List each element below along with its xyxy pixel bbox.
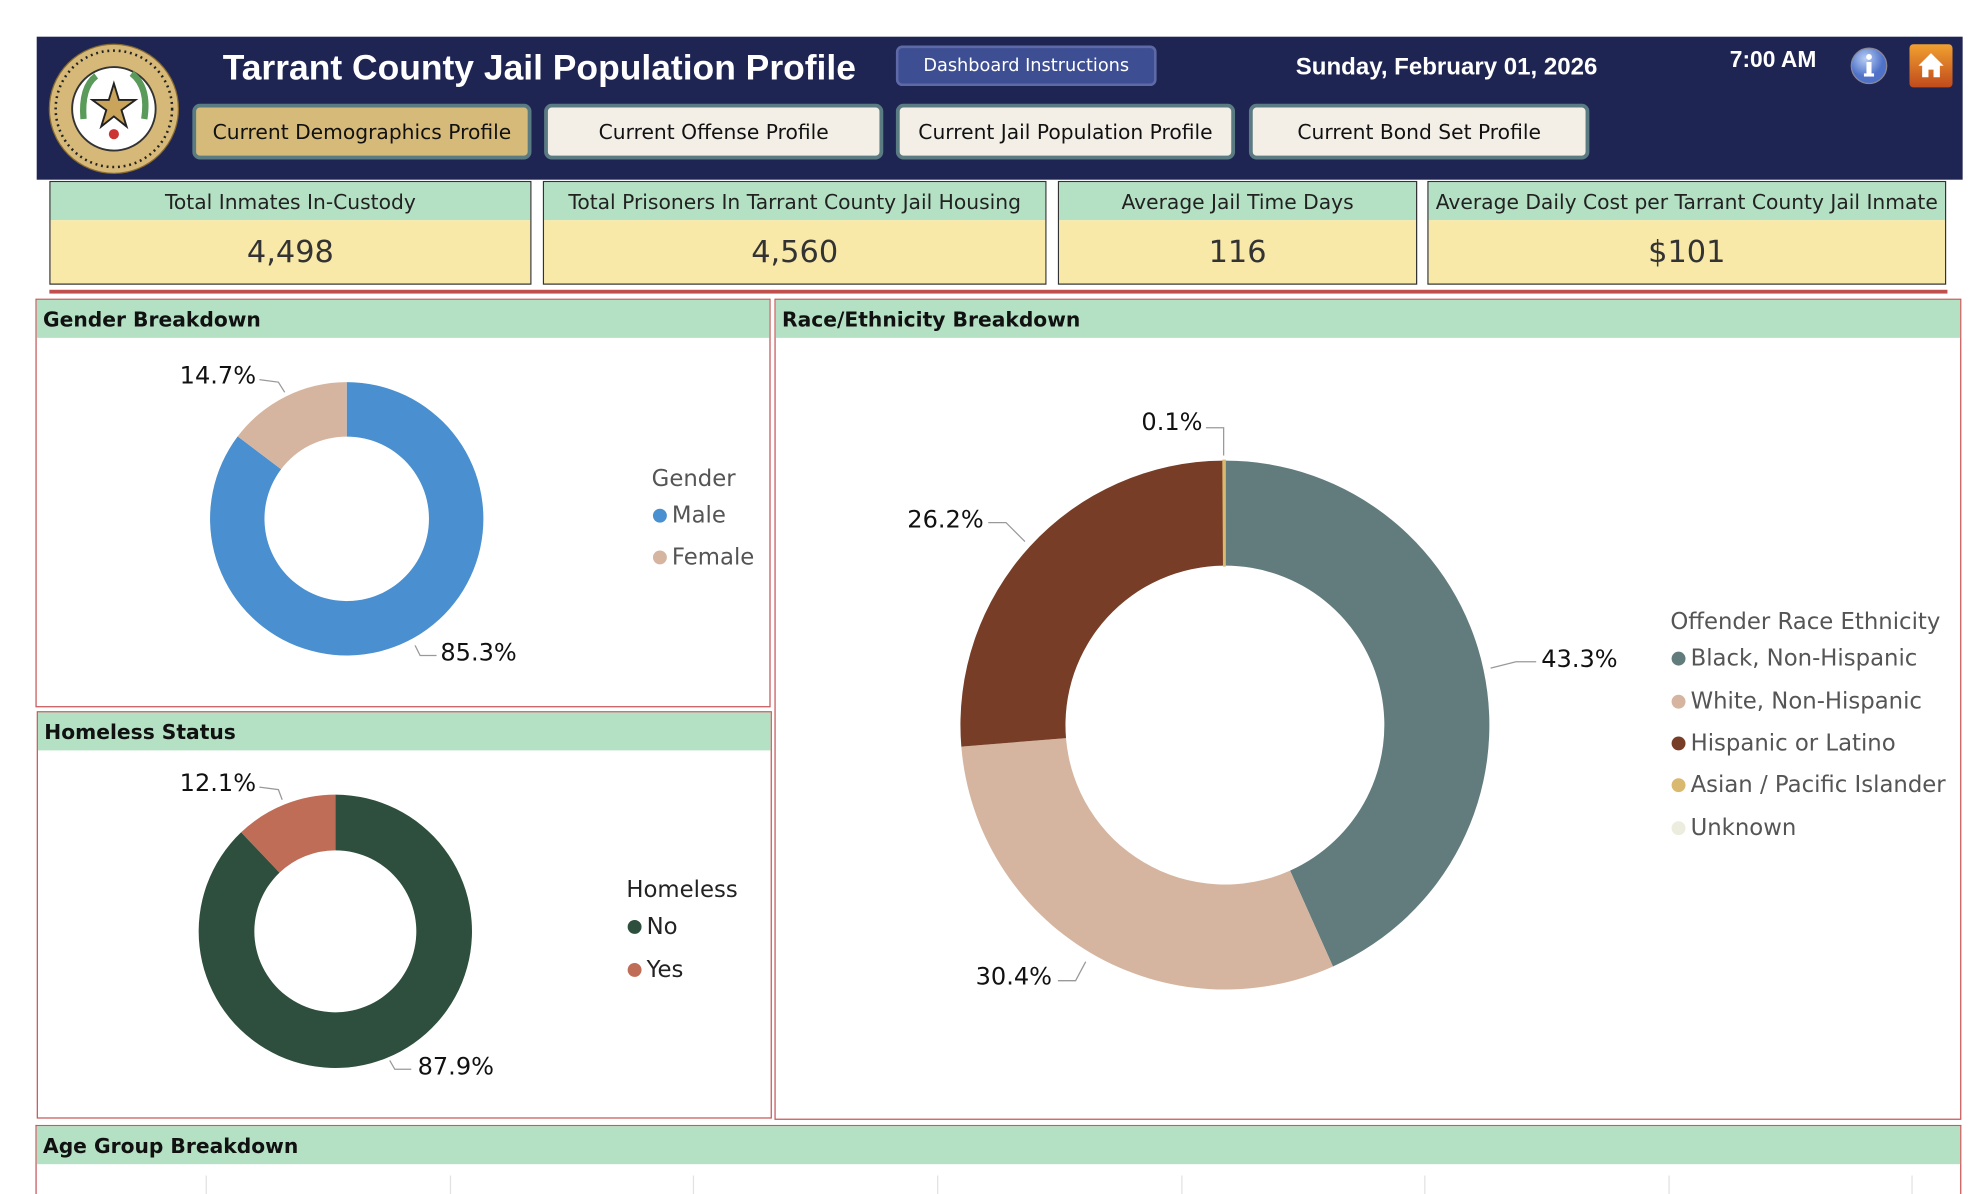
legend-dot [1671,694,1686,709]
tab-current-jail-population-profile[interactable]: Current Jail Population Profile [895,103,1236,160]
dashboard-instructions-button[interactable]: Dashboard Instructions [895,45,1157,87]
gender-slice-male[interactable] [210,382,484,656]
legend-item-white[interactable]: White, Non-Hispanic [1671,688,1922,715]
legend-dot [627,919,642,934]
legend-label: Female [671,544,755,571]
homeless-slice-yes[interactable] [241,794,336,873]
data-label-female: 14.7% [179,361,257,390]
panel-title: Homeless Status [37,712,771,751]
leader-line [1205,427,1225,456]
legend-dot [1671,821,1686,836]
homeless-slice-no[interactable] [198,794,472,1068]
race-slice-hispanic-or-latino[interactable] [960,460,1224,747]
divider [49,289,1948,294]
legend-title: Offender Race Ethnicity [1670,608,1941,636]
county-seal-logo [48,43,180,174]
legend-item-black[interactable]: Black, Non-Hispanic [1671,645,1918,672]
legend-item-female[interactable]: Female [652,544,755,571]
leader-line [259,378,286,393]
current-date: Sunday, February 01, 2026 [1295,54,1598,81]
kpi-label: Average Jail Time Days [1059,182,1416,221]
kpi-value: 4,498 [50,220,531,284]
legend-title: Homeless [626,876,738,904]
legend-item-hispanic[interactable]: Hispanic or Latino [1671,730,1896,757]
data-label-black: 43.3% [1541,645,1618,674]
current-time: 7:00 AM [1729,46,1817,73]
kpi-average-daily-cost: Average Daily Cost per Tarrant County Ja… [1427,180,1947,285]
legend-item-asian[interactable]: Asian / Pacific Islander [1671,771,1946,799]
legend-label: No [646,913,678,941]
leader-line [259,786,283,800]
legend-item-no[interactable]: No [627,913,678,941]
kpi-value: 4,560 [544,220,1046,284]
legend-label: Hispanic or Latino [1690,730,1896,757]
legend-label: Unknown [1690,814,1797,842]
gender-slice-female[interactable] [237,382,347,470]
legend-item-yes[interactable]: Yes [627,956,684,984]
leader-line [1057,961,1087,982]
legend-label: Male [671,502,726,529]
panel-title: Race/Ethnicity Breakdown [775,299,1961,338]
legend-label: Yes [646,956,684,984]
legend-dot [627,962,642,977]
info-icon[interactable] [1849,46,1889,86]
race-slice-asian-pacific-islander[interactable] [1222,459,1226,567]
data-label-hispanic: 26.2% [907,506,984,534]
panel-title: Age Group Breakdown [36,1126,1961,1165]
leader-line [389,1060,412,1070]
leader-line [988,521,1026,543]
kpi-label: Total Prisoners In Tarrant County Jail H… [544,182,1046,221]
kpi-total-inmates: Total Inmates In-Custody 4,498 [49,180,532,285]
legend-dot [652,550,667,565]
legend-dot [652,508,667,523]
panel-title: Gender Breakdown [36,299,770,338]
data-label-no: 87.9% [417,1052,494,1081]
race-slice-black-non-hispanic[interactable] [1224,460,1490,967]
age-group-panel: Age Group Breakdown [35,1124,1962,1194]
kpi-value: $101 [1428,220,1945,284]
legend-dot [1671,736,1686,751]
kpi-average-jail-time: Average Jail Time Days 116 [1057,180,1418,285]
legend-title: Gender [651,465,736,493]
tab-current-offense-profile[interactable]: Current Offense Profile [544,103,884,160]
home-icon[interactable] [1908,43,1954,89]
data-label-asian: 0.1% [1141,408,1203,437]
data-label-white: 30.4% [975,962,1053,991]
data-label-yes: 12.1% [179,769,257,798]
legend-dot [1671,778,1686,793]
leader-line [414,645,437,657]
leader-line [1490,661,1537,669]
kpi-label: Total Inmates In-Custody [50,182,531,221]
legend-label: White, Non-Hispanic [1690,688,1922,715]
legend-label: Asian / Pacific Islander [1690,771,1946,799]
page-title: Tarrant County Jail Population Profile [222,48,856,88]
tab-current-demographics-profile[interactable]: Current Demographics Profile [192,103,532,160]
legend-label: Black, Non-Hispanic [1690,645,1918,672]
kpi-total-prisoners-housing: Total Prisoners In Tarrant County Jail H… [542,180,1047,285]
kpi-label: Average Daily Cost per Tarrant County Ja… [1428,182,1945,221]
kpi-value: 116 [1059,220,1416,284]
data-label-male: 85.3% [440,639,517,667]
race-slice-white-non-hispanic[interactable] [961,738,1333,990]
legend-item-male[interactable]: Male [652,502,726,529]
legend-item-unknown[interactable]: Unknown [1671,814,1797,842]
tab-current-bond-set-profile[interactable]: Current Bond Set Profile [1248,103,1590,160]
homeless-status-panel: Homeless Status [36,711,772,1119]
legend-dot [1671,651,1686,666]
